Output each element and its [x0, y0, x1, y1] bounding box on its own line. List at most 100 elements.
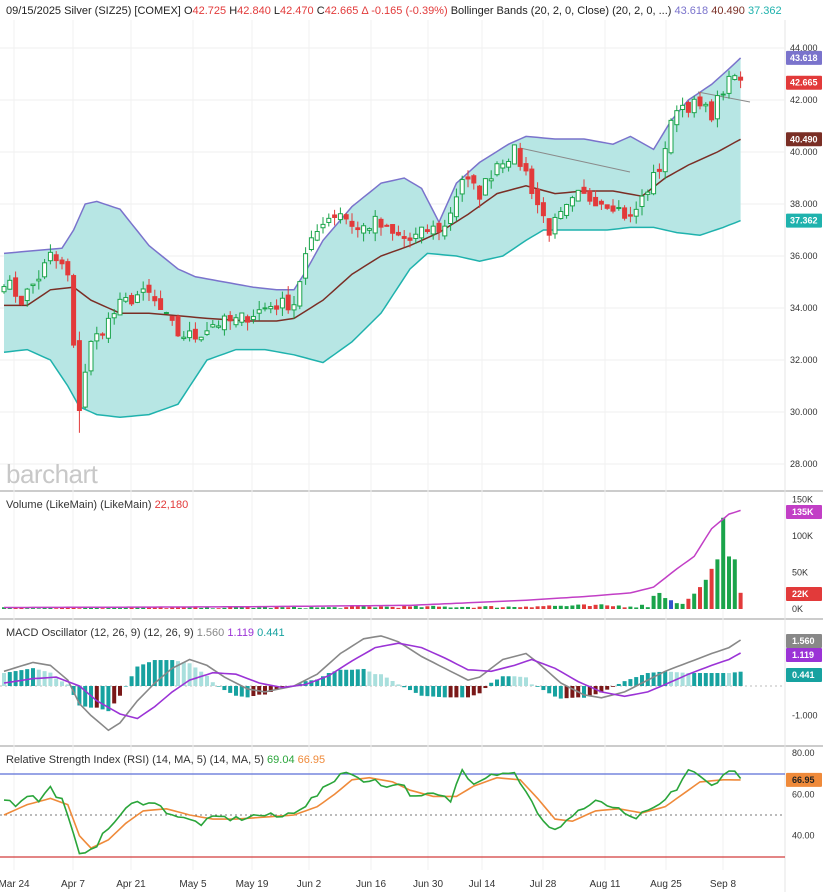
- volume-bar: [77, 608, 82, 609]
- candle-body: [685, 102, 691, 113]
- rsi-tick-label: 80.00: [792, 748, 815, 758]
- volume-bar: [640, 604, 644, 609]
- candle-body: [459, 179, 465, 195]
- candle-body: [227, 315, 233, 322]
- candle-body: [314, 231, 320, 241]
- volume-bar: [7, 607, 12, 609]
- volume-bar: [657, 592, 662, 609]
- candle-body: [668, 119, 674, 154]
- candle-body: [390, 224, 396, 234]
- candle-body: [488, 178, 494, 182]
- macd-hist-bar: [669, 671, 673, 686]
- macd-hist-bar: [321, 676, 325, 686]
- candle-body: [1, 286, 7, 293]
- candle-body: [100, 333, 106, 336]
- macd-hist-bar: [355, 669, 360, 686]
- x-axis-label: Sep 8: [710, 879, 737, 890]
- header-date: 09/15/2025: [6, 5, 61, 17]
- badge-rsi-bg: [786, 772, 822, 787]
- candle-body: [308, 237, 314, 251]
- candle-body: [372, 215, 378, 234]
- volume-bar: [228, 606, 233, 609]
- candle-body: [691, 98, 697, 114]
- candle-body: [482, 178, 488, 196]
- macd-hist-bar: [176, 661, 180, 686]
- volume-bar: [321, 607, 325, 609]
- volume-bar: [692, 593, 697, 609]
- candle-body: [169, 315, 175, 321]
- header-change: Δ -0.165 (-0.39%): [361, 5, 447, 17]
- macd-hist-bar: [268, 686, 273, 693]
- volume-value: 22,180: [155, 499, 189, 511]
- candle-body: [332, 214, 338, 218]
- macd-hist-bar: [332, 671, 337, 686]
- volume-bar: [408, 606, 412, 609]
- macd-signal-line: [3, 642, 741, 720]
- macd-hist-bar: [692, 673, 697, 686]
- macd-hist-bar: [651, 672, 656, 686]
- volume-bar: [674, 603, 679, 609]
- volume-bar: [181, 606, 186, 609]
- volume-bar: [489, 606, 494, 609]
- macd-hist-bar: [280, 686, 285, 687]
- volume-bar: [309, 607, 314, 609]
- volume-bar: [106, 608, 111, 609]
- macd-hist-bar: [587, 686, 592, 697]
- volume-bar: [727, 556, 731, 609]
- volume-bar: [286, 607, 291, 609]
- x-axis-label: Jun 30: [413, 879, 443, 890]
- macd-hist-bar: [495, 679, 499, 686]
- candle-body: [76, 340, 82, 411]
- volume-bar: [738, 592, 743, 609]
- candle-body: [413, 233, 419, 239]
- macd-hist-bar: [106, 686, 111, 712]
- macd-hist-bar: [83, 686, 88, 707]
- volume-tick-label: 50K: [792, 568, 808, 578]
- volume-bar: [703, 579, 708, 609]
- macd-hist-bar: [141, 664, 146, 686]
- macd-hist-bar: [663, 671, 668, 686]
- macd-hist-bar: [640, 675, 644, 686]
- macd-hist-bar: [112, 686, 117, 704]
- badge-volume-ma-bg: [786, 505, 822, 519]
- candle-body: [82, 371, 88, 408]
- volume-bar: [645, 607, 650, 609]
- volume-bar: [500, 607, 505, 609]
- volume-bar: [71, 607, 76, 609]
- volume-bar: [529, 607, 534, 609]
- macd-hist-bar: [703, 673, 708, 686]
- volume-bar: [379, 606, 383, 609]
- candle-body: [523, 163, 529, 172]
- badge-macd-2-bg: [786, 648, 822, 662]
- volume-bar: [466, 606, 470, 609]
- volume-bar: [558, 605, 563, 609]
- candle-body: [187, 330, 193, 339]
- candle-body: [163, 312, 169, 315]
- candle-body: [540, 202, 546, 217]
- volume-bar: [547, 605, 552, 609]
- macd-hist-bar: [634, 677, 639, 686]
- volume-tick-label: 0K: [792, 604, 803, 614]
- volume-bar: [100, 608, 105, 609]
- candle-body: [500, 163, 506, 169]
- candle-body: [279, 297, 285, 309]
- volume-bar: [605, 605, 610, 609]
- volume-bar: [147, 607, 151, 609]
- macd-hist-bar: [616, 683, 621, 686]
- macd-hist-bar: [350, 669, 354, 686]
- header-open: 42.725: [193, 5, 227, 17]
- volume-bar: [123, 607, 128, 609]
- volume-bar: [553, 605, 557, 609]
- candle-body: [262, 307, 268, 310]
- macd-hist-bar: [721, 673, 726, 686]
- candle-body: [53, 254, 59, 262]
- macd-hist-bar: [582, 686, 586, 698]
- trendline-1: [519, 147, 631, 173]
- macd-hist-bar: [309, 680, 314, 686]
- bollinger-upper-line: [3, 57, 742, 291]
- candle-body: [384, 224, 390, 227]
- rsi-tick-label: 40.00: [792, 831, 815, 841]
- volume-bar: [709, 568, 714, 609]
- volume-bar: [587, 606, 592, 609]
